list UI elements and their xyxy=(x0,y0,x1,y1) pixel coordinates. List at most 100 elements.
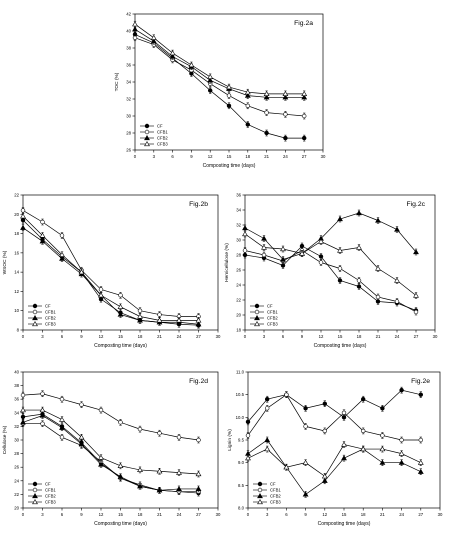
series-cfb3 xyxy=(20,212,202,324)
data-point xyxy=(226,103,232,109)
data-point xyxy=(265,397,270,402)
legend-marker xyxy=(32,498,38,505)
legend-marker xyxy=(32,314,38,321)
legend-label: CFB2 xyxy=(270,494,281,499)
x-tick-label: 18 xyxy=(245,154,250,159)
data-point xyxy=(361,428,366,434)
x-axis-label: Composting time (days) xyxy=(314,343,367,349)
x-tick-label: 24 xyxy=(395,334,400,339)
data-point xyxy=(78,434,85,440)
data-point xyxy=(418,437,423,443)
x-tick-label: 0 xyxy=(134,154,137,159)
data-point xyxy=(283,464,290,470)
series-line xyxy=(247,444,421,477)
x-tick-label: 27 xyxy=(302,154,307,159)
data-point xyxy=(195,485,202,492)
x-tick-label: 6 xyxy=(171,154,174,159)
data-point xyxy=(244,89,251,95)
y-tick-label: 10.0 xyxy=(236,415,245,420)
data-point xyxy=(157,312,162,317)
series-cfb3 xyxy=(20,406,202,478)
x-tick-label: 15 xyxy=(118,334,123,339)
data-point xyxy=(282,90,289,96)
x-tick-label: 6 xyxy=(285,512,288,517)
data-point xyxy=(79,402,84,407)
y-tick-label: 30 xyxy=(126,114,131,119)
data-point xyxy=(78,441,85,447)
legend-marker xyxy=(257,487,263,493)
x-tick-label: 21 xyxy=(157,334,162,339)
data-point xyxy=(208,88,213,93)
x-tick-label: 3 xyxy=(263,334,266,339)
series-cfb2 xyxy=(242,209,419,263)
data-point xyxy=(245,450,251,456)
data-point xyxy=(337,278,343,283)
y-tick-label: 34 xyxy=(126,80,131,85)
x-tick-label: 30 xyxy=(438,512,443,517)
y-tick-label: 34 xyxy=(236,208,241,213)
x-tick-label: 0 xyxy=(244,334,247,339)
data-point xyxy=(322,401,327,406)
legend-label: CF xyxy=(267,304,273,309)
legend-marker xyxy=(32,487,38,493)
data-point xyxy=(132,35,138,40)
data-point xyxy=(137,466,143,473)
data-point xyxy=(360,446,367,452)
legend-marker xyxy=(257,481,263,487)
legend-marker xyxy=(32,492,38,499)
x-tick-label: 18 xyxy=(357,334,362,339)
x-tick-label: 3 xyxy=(41,334,44,339)
x-tick-label: 12 xyxy=(322,512,327,517)
data-point xyxy=(78,269,85,275)
x-tick-label: 3 xyxy=(41,512,44,517)
data-point xyxy=(118,420,123,425)
data-point xyxy=(341,441,347,447)
y-tick-label: 20 xyxy=(14,212,19,217)
series-cfb1 xyxy=(132,34,307,120)
x-tick-label: 21 xyxy=(376,334,381,339)
data-point xyxy=(301,90,308,96)
series-line xyxy=(244,250,417,313)
data-point xyxy=(39,232,46,238)
data-point xyxy=(361,397,366,402)
data-point xyxy=(261,235,267,241)
x-tick-label: 6 xyxy=(61,334,64,339)
y-tick-label: 28 xyxy=(126,131,131,136)
legend-marker xyxy=(254,309,260,315)
data-point xyxy=(398,450,405,456)
legend-marker xyxy=(144,129,150,135)
series-cfb3 xyxy=(242,230,419,299)
x-tick-label: 9 xyxy=(304,512,307,517)
data-point xyxy=(302,459,309,465)
data-point xyxy=(118,293,123,298)
y-tick-label: 14 xyxy=(14,270,19,275)
data-point xyxy=(379,446,386,452)
legend-marker xyxy=(257,498,263,505)
chart-panel-4: 0 3 6 9 12 15 18 21 24 27 302022242628303234363840… xyxy=(2,370,221,528)
x-tick-label: 3 xyxy=(153,154,156,159)
data-point xyxy=(207,73,214,79)
data-point xyxy=(398,459,405,465)
y-tick-label: 32 xyxy=(236,223,241,228)
x-tick-label: 21 xyxy=(380,512,385,517)
y-tick-label: 30 xyxy=(14,438,19,443)
data-point xyxy=(394,277,400,283)
data-point xyxy=(245,433,251,438)
x-axis-label: Composting time (days) xyxy=(94,343,147,349)
series-line xyxy=(23,423,199,493)
data-point xyxy=(39,407,46,413)
x-tick-label: 12 xyxy=(208,154,213,159)
chart-panel-1: 0 3 6 9 12 15 18 21 24 27 30262830323436384042Comp… xyxy=(114,12,326,170)
data-point xyxy=(283,135,288,141)
data-point xyxy=(321,477,328,483)
data-point xyxy=(156,487,163,493)
y-tick-label: 36 xyxy=(126,63,131,68)
legend-marker xyxy=(254,314,260,321)
panel-label: Fig.2d xyxy=(189,378,208,385)
x-axis-label: Composting time (days) xyxy=(203,163,256,169)
panel-label: Fig.2e xyxy=(411,378,430,385)
data-point xyxy=(137,483,143,489)
